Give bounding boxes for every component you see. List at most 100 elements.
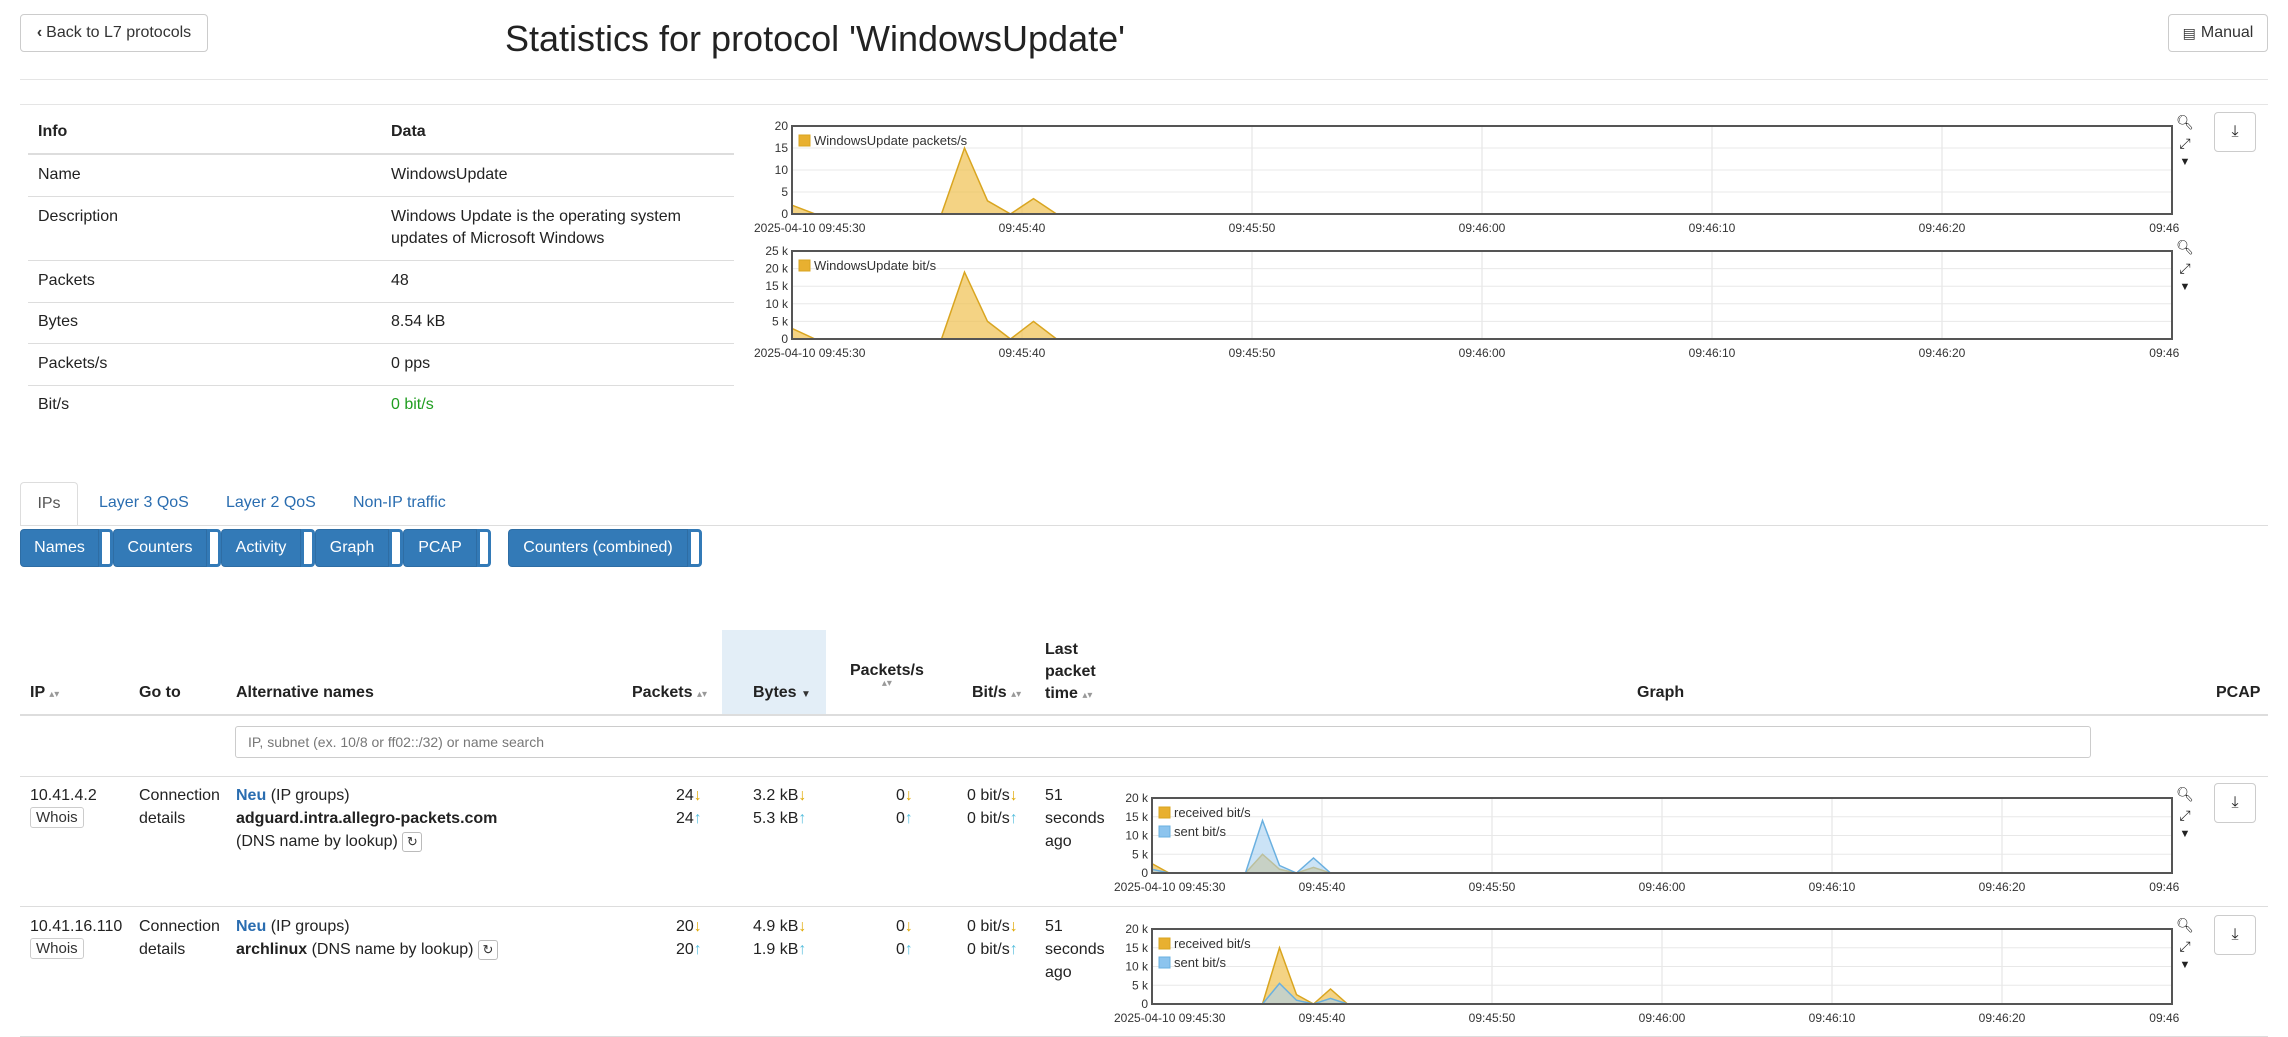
search-row-line <box>20 776 2268 777</box>
ip-group-link[interactable]: Neu <box>236 918 267 935</box>
plot-frame <box>791 125 2173 215</box>
caret-down-icon[interactable]: ▼ <box>2179 828 2191 840</box>
graph-button[interactable]: Graph <box>315 529 389 567</box>
tab-non-ip-traffic[interactable]: Non-IP traffic <box>353 494 446 511</box>
x-tick-label: 09:46:10 <box>1689 346 1736 360</box>
zoom-icon[interactable]: 🔍︎ <box>2176 239 2194 255</box>
ip-link[interactable]: 10.41.4.2 <box>30 787 97 804</box>
whois-button[interactable]: Whois <box>30 807 84 828</box>
bits-cell: 0 bit/s↓ 0 bit/s↑ <box>967 918 1018 958</box>
page-title: Statistics for protocol 'WindowsUpdate' <box>505 18 1125 59</box>
zoom-icon[interactable]: 🔍︎ <box>2176 786 2194 802</box>
activity-dropdown-toggle[interactable] <box>301 529 315 567</box>
y-tick-label: 5 <box>781 185 788 199</box>
refresh-icon[interactable]: ↻ <box>477 939 498 960</box>
y-tick-label: 20 k <box>765 262 789 276</box>
caret-down-icon[interactable]: ▼ <box>2179 156 2191 168</box>
arrow-up-icon: ↑ <box>1009 941 1018 958</box>
pcap-button[interactable]: PCAP <box>403 529 477 567</box>
x-tick-label: 09:45:50 <box>1229 346 1276 360</box>
reset-zoom-icon[interactable]: ⤢ <box>2179 807 2191 823</box>
y-tick-label: 15 k <box>1125 941 1149 955</box>
info-header-line <box>28 153 734 155</box>
packets-chart-download-button[interactable]: ⤓ <box>2214 112 2256 152</box>
info-value-bits: 0 bit/s <box>391 396 434 413</box>
connection-details-link[interactable]: Connection details <box>139 918 220 958</box>
bits-chart-tools: 🔍︎ ⤢ ▼ <box>2175 239 2195 302</box>
y-tick-label: 0 <box>1141 866 1148 880</box>
download-icon: ⤓ <box>2231 794 2239 811</box>
names-button-group: Names <box>20 529 113 567</box>
names-button[interactable]: Names <box>20 529 99 567</box>
y-tick-label: 5 k <box>1132 978 1149 992</box>
manual-button[interactable]: ▤ Manual <box>2168 14 2268 52</box>
x-tick-label: 09:46:10 <box>1689 221 1736 235</box>
reset-zoom-icon[interactable]: ⤢ <box>2179 260 2191 276</box>
graph-button-group: Graph <box>315 529 403 567</box>
info-label-name: Name <box>38 166 81 183</box>
packets-chart: 0 5 10 15 20 2025-04-10 09:45:30 09:45:40 09:45… <box>754 119 2180 235</box>
arrow-up-icon: ↑ <box>693 810 702 827</box>
ip-link[interactable]: 10.41.16.110 <box>30 918 123 935</box>
pcap-download-button[interactable]: ⤓ <box>2214 915 2256 955</box>
back-button[interactable]: ‹ Back to L7 protocols <box>20 14 208 52</box>
counters-button[interactable]: Counters <box>113 529 207 567</box>
ip-group-link[interactable]: Neu <box>236 787 267 804</box>
x-tick-label: 09:46:10 <box>1809 1011 1856 1025</box>
zoom-icon[interactable]: 🔍︎ <box>2176 114 2194 130</box>
activity-button[interactable]: Activity <box>221 529 301 567</box>
y-tick-label: 20 k <box>1125 791 1149 805</box>
graph-dropdown-toggle[interactable] <box>389 529 403 567</box>
ip-column-header[interactable]: IP ▴▾ <box>30 684 60 701</box>
activity-button-group: Activity <box>221 529 315 567</box>
zoom-icon[interactable]: 🔍︎ <box>2176 917 2194 933</box>
row-graph: 0 5 k 10 k 15 k 20 k 2025-04-10 09:45:30 09:45… <box>1114 791 2180 894</box>
legend-swatch <box>798 134 811 147</box>
info-label-bytes: Bytes <box>38 313 79 330</box>
packets-column-header[interactable]: Packets ▴▾ <box>632 684 707 701</box>
pcap-dropdown-toggle[interactable] <box>477 529 491 567</box>
last-packet-column-header[interactable]: Last packet time ▴▾ <box>1045 641 1096 702</box>
download-icon: ⤓ <box>2231 123 2239 140</box>
whois-button[interactable]: Whois <box>30 938 84 959</box>
pps-cell: 0↓ 0↑ <box>896 787 913 827</box>
counters-combined-dropdown-toggle[interactable] <box>688 529 702 567</box>
sort-desc-icon: ▼ <box>801 689 811 700</box>
sort-icon: ▴▾ <box>49 689 60 700</box>
last-packet-cell: 51 seconds ago <box>1045 918 1105 981</box>
pcap-download-button[interactable]: ⤓ <box>2214 783 2256 823</box>
reset-zoom-icon[interactable]: ⤢ <box>2179 135 2191 151</box>
connection-details-link[interactable]: Connection details <box>139 787 220 827</box>
bits-column-header[interactable]: Bit/s ▴▾ <box>972 684 1022 701</box>
y-tick-label: 0 <box>781 207 788 221</box>
counters-combined-button[interactable]: Counters (combined) <box>508 529 688 567</box>
ip-search-input[interactable] <box>235 726 2091 758</box>
download-icon: ⤓ <box>2231 926 2239 943</box>
row-graph-tools: 🔍︎ ⤢ ▼ <box>2175 917 2195 980</box>
book-icon: ▤ <box>2182 24 2196 41</box>
info-value-name: WindowsUpdate <box>391 166 508 183</box>
counters-dropdown-toggle[interactable] <box>207 529 221 567</box>
pps-column-header[interactable]: Packets/s ▴▾ <box>850 662 924 689</box>
packets-chart-tools: 🔍︎ ⤢ ▼ <box>2175 114 2195 177</box>
tab-layer3-qos[interactable]: Layer 3 QoS <box>99 494 189 511</box>
tab-layer2-qos[interactable]: Layer 2 QoS <box>226 494 316 511</box>
tab-ips[interactable]: IPs <box>20 482 78 526</box>
reset-zoom-icon[interactable]: ⤢ <box>2179 938 2191 954</box>
y-tick-label: 20 k <box>1125 922 1149 936</box>
legend-label: received bit/s <box>1174 805 1251 820</box>
x-tick-label: 09:46:00 <box>1639 1011 1686 1025</box>
names-dropdown-toggle[interactable] <box>99 529 113 567</box>
y-tick-label: 5 k <box>772 314 789 328</box>
info-value-pps: 0 pps <box>391 355 431 372</box>
bytes-cell: 4.9 kB↓ 1.9 kB↑ <box>753 918 807 958</box>
x-tick-label: 09:45:40 <box>999 346 1046 360</box>
caret-down-icon[interactable]: ▼ <box>2179 959 2191 971</box>
y-tick-label: 20 <box>775 119 789 133</box>
info-value-bytes: 8.54 kB <box>391 313 446 330</box>
legend-swatch <box>798 259 811 272</box>
y-tick-label: 10 <box>775 163 789 177</box>
caret-down-icon[interactable]: ▼ <box>2179 281 2191 293</box>
refresh-icon[interactable]: ↻ <box>402 831 423 852</box>
bytes-column-header[interactable]: Bytes ▼ <box>753 684 811 701</box>
